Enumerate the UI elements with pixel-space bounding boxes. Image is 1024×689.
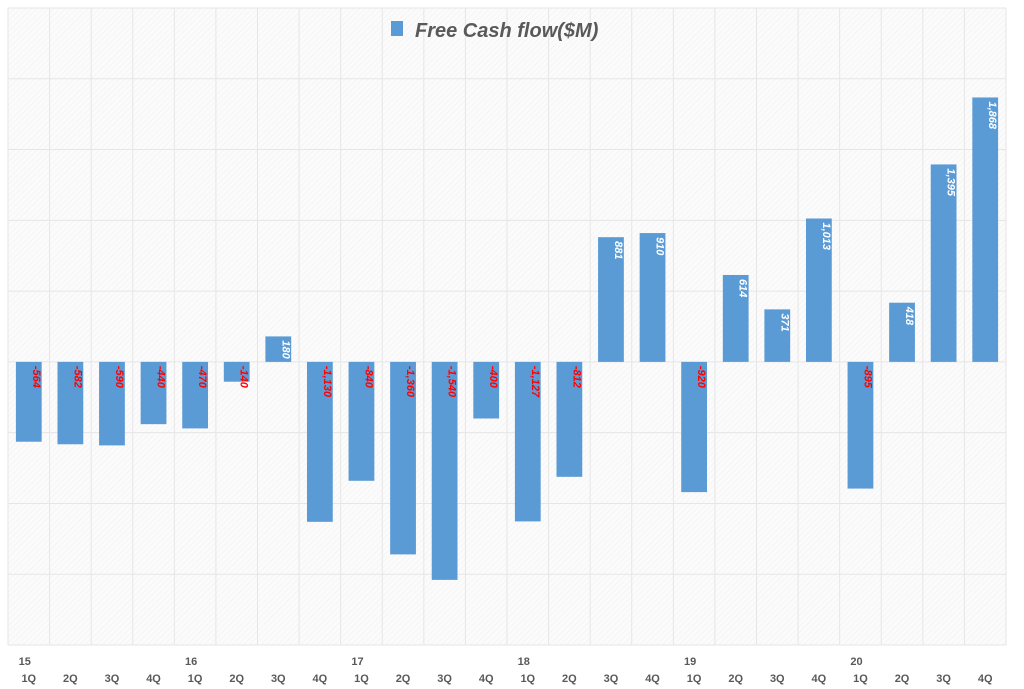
data-label: -440 (155, 366, 167, 389)
x-tick-label: 3Q (604, 673, 619, 685)
x-tick-label: 1Q (853, 673, 868, 685)
bar (15, 361, 42, 442)
data-label: 1,013 (820, 222, 832, 250)
data-label: -812 (570, 366, 582, 388)
x-year-label: 15 (19, 656, 31, 668)
data-labels: -564 -582 -590 -440 -470 -140 180 -1,130 -840 -1,… (30, 101, 998, 397)
x-year-label: 16 (185, 656, 197, 668)
x-tick-label: 1Q (520, 673, 535, 685)
data-label: 881 (612, 241, 624, 259)
bar (57, 361, 84, 445)
x-tick-label: 1Q (354, 673, 369, 685)
bar (847, 361, 874, 489)
bar (598, 237, 624, 362)
x-tick-label: 3Q (936, 673, 951, 685)
bar (972, 97, 999, 362)
bar (639, 233, 666, 362)
data-label: -920 (695, 366, 707, 389)
x-tick-label: 1Q (21, 673, 36, 685)
bar (348, 361, 375, 481)
data-label: -895 (861, 366, 873, 389)
bar (431, 361, 458, 580)
x-axis: 1Q 15 2Q 3Q 4Q 1Q 16 2Q 3Q 4Q 1Q 17 2Q 3Q 4Q 1Q 18 2Q 3Q 4Q… (19, 656, 993, 685)
bar (99, 361, 125, 446)
bar (306, 361, 333, 522)
x-tick-label: 3Q (770, 673, 785, 685)
bar (265, 336, 292, 362)
bar (473, 361, 500, 419)
legend: Free Cash flow($M) (391, 20, 599, 42)
x-tick-label: 4Q (313, 673, 328, 685)
legend-label: Free Cash flow($M) (415, 20, 599, 42)
x-tick-label: 2Q (396, 673, 411, 685)
x-year-label: 20 (850, 656, 862, 668)
x-tick-label: 3Q (437, 673, 452, 685)
x-tick-label: 2Q (229, 673, 244, 685)
data-label: 614 (737, 279, 749, 297)
x-tick-label: 3Q (105, 673, 120, 685)
data-label: -1,540 (446, 366, 458, 398)
x-tick-label: 1Q (687, 673, 702, 685)
x-tick-label: 2Q (562, 673, 577, 685)
x-tick-label: 2Q (63, 673, 78, 685)
x-tick-label: 4Q (645, 673, 660, 685)
bar (722, 274, 749, 362)
bar (805, 218, 832, 362)
data-label: -582 (71, 366, 83, 388)
data-label: -400 (487, 366, 499, 389)
x-tick-label: 4Q (479, 673, 494, 685)
data-label: 418 (903, 306, 915, 326)
bar (140, 361, 167, 425)
x-tick-label: 2Q (895, 673, 910, 685)
x-tick-label: 3Q (271, 673, 286, 685)
bar (223, 361, 250, 382)
data-label: -1,130 (321, 366, 333, 398)
data-label: -840 (362, 366, 374, 389)
data-label: 910 (654, 237, 666, 256)
bar (764, 309, 791, 362)
data-label: -1,360 (404, 366, 416, 398)
gridlines (7, 7, 1007, 646)
x-tick-label: 4Q (978, 673, 993, 685)
data-label: 180 (279, 340, 291, 359)
x-year-label: 18 (518, 656, 530, 668)
data-label: 1,395 (945, 168, 957, 196)
x-year-label: 19 (684, 656, 696, 668)
bar (390, 361, 416, 555)
x-tick-label: 4Q (812, 673, 827, 685)
bar (182, 361, 209, 429)
bar (889, 302, 915, 362)
x-tick-label: 1Q (188, 673, 203, 685)
x-tick-label: 4Q (146, 673, 161, 685)
data-label: 1,868 (986, 101, 998, 129)
bars (15, 97, 999, 580)
bar (556, 361, 583, 477)
x-tick-label: 2Q (728, 673, 743, 685)
data-label: -140 (238, 366, 250, 389)
data-label: 371 (778, 313, 790, 331)
bar (930, 164, 957, 362)
legend-swatch (391, 21, 403, 36)
x-year-label: 17 (351, 656, 363, 668)
data-label: -564 (30, 366, 42, 388)
bar (681, 361, 708, 493)
data-label: -1,127 (529, 366, 541, 398)
bar (514, 361, 541, 522)
data-label: -470 (196, 366, 208, 389)
data-label: -590 (113, 366, 125, 389)
